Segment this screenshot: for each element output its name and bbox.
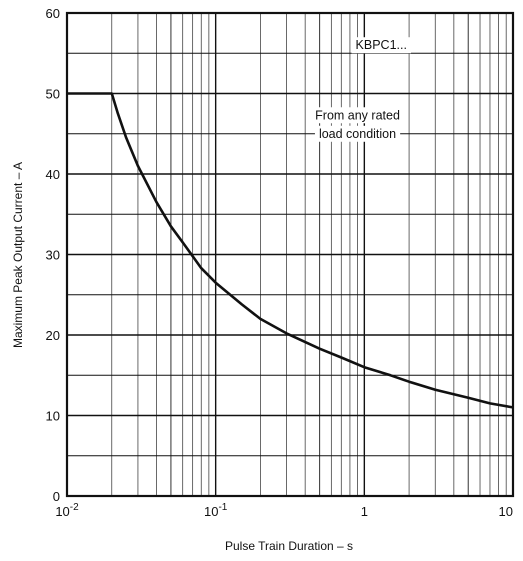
y-tick-label: 40	[46, 167, 60, 182]
plot-frame	[65, 11, 515, 498]
annotation-label: load condition	[319, 127, 396, 141]
y-tick-label: 20	[46, 328, 60, 343]
x-tick-label: 1	[361, 504, 368, 519]
y-tick-label: 30	[46, 248, 60, 263]
annotation-label: From any rated	[315, 108, 400, 122]
y-axis-title: Maximum Peak Output Current – A	[11, 162, 25, 348]
x-axis-title: Pulse Train Duration – s	[225, 539, 353, 553]
annotation-backgrounds	[311, 37, 411, 142]
x-tick-labels: 10-2 10-1 1 10	[55, 502, 513, 519]
major-gridlines	[66, 13, 514, 496]
series-line	[67, 92, 514, 409]
annotation-background	[351, 37, 411, 54]
x-tick-label: 10	[499, 504, 513, 519]
x-tick-exponent: -1	[218, 502, 227, 513]
x-tick-label: 10-1	[204, 502, 228, 519]
x-tick-exponent: -2	[70, 502, 79, 513]
annotations: KBPC1... From any rated load condition	[315, 38, 407, 141]
annotation-background	[311, 107, 404, 124]
y-tick-label: 0	[53, 489, 60, 504]
y-tick-labels: 0 10 20 30 40 50 60	[46, 6, 60, 504]
x-tick-label: 10-2	[55, 502, 79, 519]
annotation-label: KBPC1...	[356, 38, 407, 52]
y-tick-label: 50	[46, 87, 60, 102]
annotation-background	[314, 125, 401, 142]
y-tick-label: 60	[46, 6, 60, 21]
y-tick-label: 10	[46, 409, 60, 424]
